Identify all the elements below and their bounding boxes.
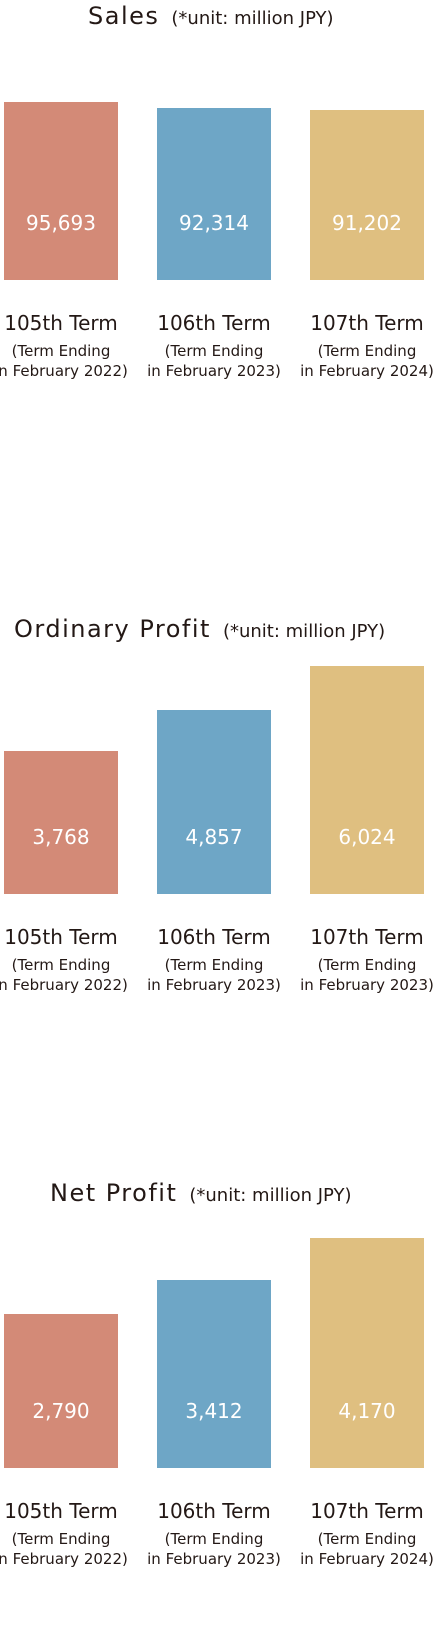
chart-title: Sales (*unit: million JPY) <box>88 4 334 28</box>
bar-value-label: 4,170 <box>338 1399 396 1423</box>
term-name: 107th Term <box>310 311 424 335</box>
term-ending-line: in February 2023) <box>147 976 281 994</box>
bar-value-label: 4,857 <box>185 824 243 849</box>
category-label: 106th Term (Term Ending in February 2023) <box>134 927 294 995</box>
bar-1: 3,768 <box>4 751 118 894</box>
term-name: 105th Term <box>4 1499 118 1523</box>
category-label: 106th Term (Term Ending in February 2023) <box>134 313 294 381</box>
term-ending-line: in February 2024) <box>300 362 434 380</box>
chart-title-text: Ordinary Profit <box>14 615 211 643</box>
category-label: 107th Term (Term Ending in February 2024) <box>287 313 442 381</box>
term-name: 107th Term <box>310 925 424 949</box>
term-ending-note: (Term Ending in February 2023) <box>134 955 294 995</box>
term-ending-note: (Term Ending in February 2024) <box>287 341 442 381</box>
bar-2: 92,314 <box>157 108 271 280</box>
bar-1: 2,790 <box>4 1314 118 1468</box>
term-name: 107th Term <box>310 1499 424 1523</box>
chart-title: Ordinary Profit (*unit: million JPY) <box>14 617 385 641</box>
term-ending-line: in February 2023) <box>300 976 434 994</box>
term-name: 106th Term <box>157 925 271 949</box>
term-ending-line: (Term Ending <box>317 956 417 974</box>
ordinary-profit-chart: Ordinary Profit (*unit: million JPY) 3,76… <box>0 600 442 1010</box>
term-ending-note: (Term Ending in February 2022) <box>0 341 141 381</box>
category-label: 105th Term (Term Ending in February 2022) <box>0 1501 141 1569</box>
term-ending-line: (Term Ending <box>164 1530 264 1548</box>
term-name: 105th Term <box>4 925 118 949</box>
category-label: 105th Term (Term Ending in February 2022) <box>0 927 141 995</box>
term-ending-line: in February 2022) <box>0 976 128 994</box>
term-name: 106th Term <box>157 1499 271 1523</box>
bar-value-label: 6,024 <box>338 825 396 849</box>
bar-value-label: 3,768 <box>32 824 90 849</box>
bar-1: 95,693 <box>4 102 118 280</box>
term-ending-line: in February 2022) <box>0 362 128 380</box>
bar-3: 6,024 <box>310 666 424 894</box>
bar-value-label: 91,202 <box>332 210 402 235</box>
term-ending-note: (Term Ending in February 2023) <box>287 955 442 995</box>
sales-chart: Sales (*unit: million JPY) 95,693 105th Te… <box>0 0 442 400</box>
term-ending-line: in February 2024) <box>300 1550 434 1568</box>
term-ending-line: in February 2023) <box>147 1550 281 1568</box>
term-ending-note: (Term Ending in February 2022) <box>0 1529 141 1569</box>
term-ending-note: (Term Ending in February 2022) <box>0 955 141 995</box>
term-ending-note: (Term Ending in February 2024) <box>287 1529 442 1569</box>
chart-unit-note: (*unit: million JPY) <box>222 621 386 642</box>
term-ending-line: in February 2023) <box>147 362 281 380</box>
bar-value-label: 2,790 <box>32 1398 90 1423</box>
bar-2: 3,412 <box>157 1279 271 1468</box>
bar-3: 4,170 <box>310 1238 424 1468</box>
term-ending-note: (Term Ending in February 2023) <box>134 341 294 381</box>
chart-unit-note: (*unit: million JPY) <box>189 1185 352 1206</box>
category-label: 105th Term (Term Ending in February 2022) <box>0 313 141 381</box>
category-label: 106th Term (Term Ending in February 2023) <box>134 1501 294 1569</box>
term-ending-line: (Term Ending <box>317 342 417 360</box>
term-ending-line: (Term Ending <box>164 956 264 974</box>
category-label: 107th Term (Term Ending in February 2024) <box>287 1501 442 1569</box>
bar-3: 91,202 <box>310 110 424 280</box>
chart-title: Net Profit (*unit: million JPY) <box>50 1181 352 1205</box>
term-ending-line: in February 2022) <box>0 1550 128 1568</box>
chart-title-text: Sales <box>88 2 160 30</box>
bar-value-label: 3,412 <box>185 1398 243 1423</box>
term-name: 105th Term <box>4 311 118 335</box>
category-label: 107th Term (Term Ending in February 2023) <box>287 927 442 995</box>
term-name: 106th Term <box>157 311 271 335</box>
bar-value-label: 92,314 <box>179 210 249 235</box>
bar-2: 4,857 <box>157 710 271 894</box>
term-ending-line: (Term Ending <box>11 342 111 360</box>
net-profit-chart: Net Profit (*unit: million JPY) 2,790 105t… <box>0 1165 442 1625</box>
term-ending-line: (Term Ending <box>164 342 264 360</box>
term-ending-line: (Term Ending <box>11 1530 111 1548</box>
chart-title-text: Net Profit <box>50 1179 178 1207</box>
term-ending-line: (Term Ending <box>11 956 111 974</box>
term-ending-line: (Term Ending <box>317 1530 417 1548</box>
term-ending-note: (Term Ending in February 2023) <box>134 1529 294 1569</box>
chart-unit-note: (*unit: million JPY) <box>171 8 334 29</box>
bar-value-label: 95,693 <box>26 211 96 235</box>
